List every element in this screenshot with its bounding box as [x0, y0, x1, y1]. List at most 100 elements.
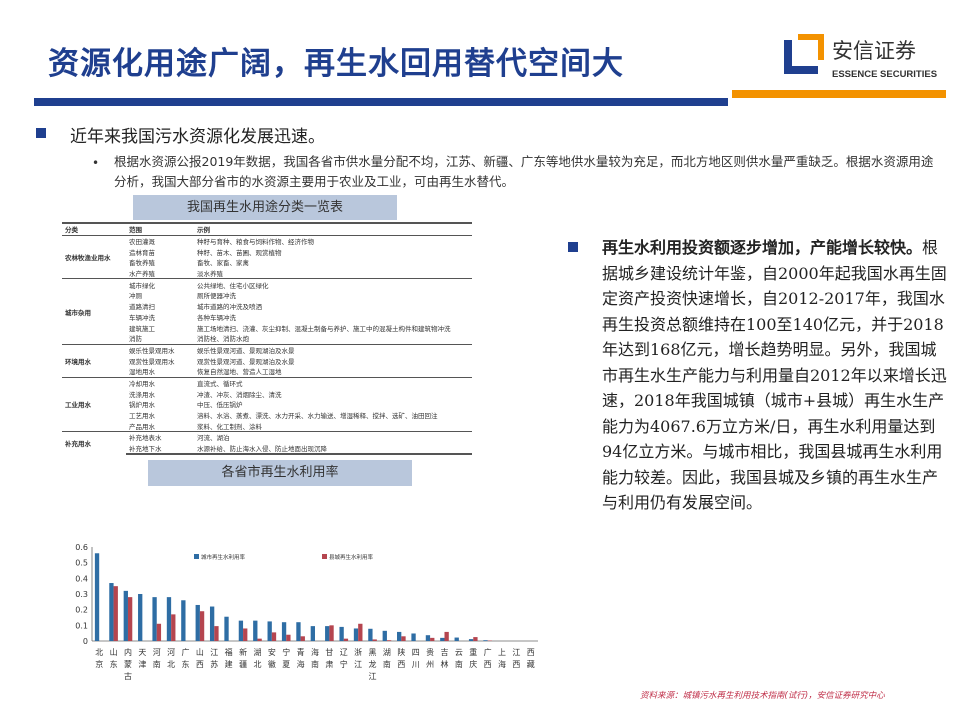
source-note: 资料来源：城镇污水再生利用技术指南(试行)，安信证券研究中心 [640, 691, 885, 701]
range-cell: 建筑施工 [129, 324, 155, 333]
example-cell: 厕所便器冲洗 [197, 292, 236, 301]
svg-text:ESSENCE SECURITIES: ESSENCE SECURITIES [832, 69, 937, 80]
range-cell: 补充地下水 [126, 442, 194, 456]
y-tick-label: 0.1 [75, 621, 88, 630]
table-row: 补充用水 补充地表水 河流、湖泊 [62, 431, 472, 455]
essence-securities-logo: 安信证券 ESSENCE SECURITIES [782, 30, 952, 82]
x-tick-label: 河南 [153, 647, 161, 669]
table-row: 补充地下水 水源补给、防止海水入侵、防止地面出现沉降 [62, 442, 472, 456]
table-row: 冲厕 厕所便器冲洗 [62, 290, 472, 301]
x-tick-label: 山东 [110, 647, 118, 669]
page-title: 资源化用途广阔，再生水回用替代空间大 [48, 46, 624, 82]
x-tick-label: 青海 [297, 647, 305, 669]
table-row: 畜牧养殖 畜牧、家畜、家禽 [62, 257, 472, 268]
bar-city [397, 631, 402, 641]
example-cell: 直流式、循环式 [194, 376, 472, 389]
x-tick-label: 陕西 [397, 647, 405, 669]
x-tick-label: 广西 [484, 647, 492, 669]
example-cell: 河流、湖泊 [194, 431, 472, 443]
bar-city [181, 600, 186, 641]
bar-county [271, 632, 277, 641]
example-cell: 水源补给、防止海水入侵、防止地面出现沉降 [194, 442, 472, 456]
x-tick-label: 重庆 [469, 647, 477, 669]
bullet-square-icon [568, 242, 578, 252]
table-header-row: 分类 范围 示例 [62, 221, 472, 236]
section-paragraph: 根据水资源公报2019年数据，我国各省市供水量分配不均，江苏、新疆、广东等地供水… [114, 154, 934, 189]
bar-city [152, 597, 157, 641]
bar-city [382, 630, 387, 641]
bar-city [123, 590, 128, 641]
example-cell: 公共绿地、住宅小区绿化 [194, 278, 472, 291]
example-cell: 观赏性景观河道、景观湖泊及水景 [197, 357, 295, 366]
x-tick-label: 甘肃 [325, 647, 333, 669]
bar-county [286, 634, 291, 641]
example-cell: 浆料、化工制剂、涂料 [197, 422, 262, 431]
table-row: 环境用水 娱乐性景观用水 娱乐性景观河道、景观湖泊及水景 [62, 343, 472, 378]
bar-city [281, 622, 287, 641]
bar-county [300, 636, 305, 641]
bar-city [138, 594, 143, 641]
x-tick-label: 辽宁 [340, 648, 348, 669]
range-cell: 水产养殖 [129, 270, 155, 279]
paragraph-lead: 再生水利用投资额逐步增加，产能增长较快。 [602, 238, 923, 257]
logo-divider [732, 90, 946, 98]
column-header: 分类 [62, 221, 126, 236]
section-heading: 近年来我国污水资源化发展迅速。 [70, 127, 325, 147]
bar-city [425, 635, 431, 641]
bar-county [386, 640, 392, 641]
bullet-dot-icon: • [92, 156, 100, 170]
example-cell: 各种车辆冲洗 [197, 313, 236, 322]
range-cell: 观赏性景观用水 [129, 357, 175, 366]
bar-county [430, 637, 435, 641]
paragraph-body: 根据城乡建设统计年鉴，自2000年起我国水再生固定资产投资快速增长，自2012-… [602, 238, 947, 512]
bar-city [267, 621, 272, 641]
bar-city [454, 637, 459, 641]
bar-county [113, 586, 118, 641]
bar-county [156, 623, 162, 641]
table-row: 车辆冲洗 各种车辆冲洗 [62, 312, 472, 323]
bar-county [401, 636, 406, 641]
x-tick-label: 河北 [167, 647, 175, 669]
range-cell: 畜牧养殖 [129, 259, 155, 268]
table-row: 农林牧渔业用水 农田灌溉 种籽与育种、粮食与饲料作物、经济作物 [62, 234, 472, 279]
bar-county [358, 623, 363, 641]
bar-county [257, 638, 262, 641]
bar-county [127, 597, 133, 641]
x-tick-label: 贵州 [426, 647, 434, 669]
column-header: 范围 [126, 221, 194, 236]
category-cell: 环境用水 [62, 343, 126, 378]
category-cell: 农林牧渔业用水 [62, 234, 126, 279]
example-cell: 冲渣、冲灰、消烟除尘、清洗 [197, 390, 282, 399]
y-tick-label: 0.2 [75, 606, 88, 615]
bullet-square-icon [36, 128, 46, 138]
bar-county [473, 637, 478, 641]
x-tick-label: 黑龙江 [369, 648, 377, 681]
range-cell: 娱乐性景观用水 [126, 343, 194, 356]
table-row: 建筑施工 施工场地清扫、浇灌、灰尘抑制、混凝土制备与养护、施工中的混凝土构件和建筑… [62, 322, 472, 333]
x-tick-label: 湖南 [383, 648, 391, 669]
bar-city [195, 604, 200, 641]
bar-city [109, 583, 114, 641]
example-cell: 中压、低压锅炉 [197, 401, 243, 410]
bar-city [468, 639, 474, 641]
x-tick-label: 新疆 [239, 647, 247, 669]
range-cell: 工艺用水 [129, 412, 155, 421]
x-tick-label: 海南 [311, 647, 319, 669]
x-tick-label: 内蒙古 [124, 647, 132, 681]
category-cell: 工业用水 [62, 376, 126, 432]
example-cell: 娱乐性景观河道、景观湖泊及水景 [194, 343, 472, 356]
range-cell: 车辆冲洗 [129, 313, 155, 322]
table-row: 道路清扫 城市道路的冲洗及喷洒 [62, 301, 472, 312]
x-tick-label: 天津 [138, 648, 146, 669]
x-tick-label: 吉林 [440, 648, 448, 669]
bar-city [325, 626, 330, 641]
legend-swatch [322, 554, 327, 559]
x-tick-label: 宁夏 [282, 647, 290, 669]
logo-mark-icon: 安信证券 ESSENCE SECURITIES [784, 34, 937, 80]
range-cell: 产品用水 [129, 422, 155, 431]
legend-swatch [194, 554, 199, 559]
x-tick-label: 安徽 [268, 647, 276, 669]
chart-caption: 各省市再生水利用率 [148, 460, 412, 486]
x-tick-label: 浙江 [354, 647, 362, 669]
example-cell: 恢复自然湿地、营造人工湿地 [197, 368, 282, 377]
